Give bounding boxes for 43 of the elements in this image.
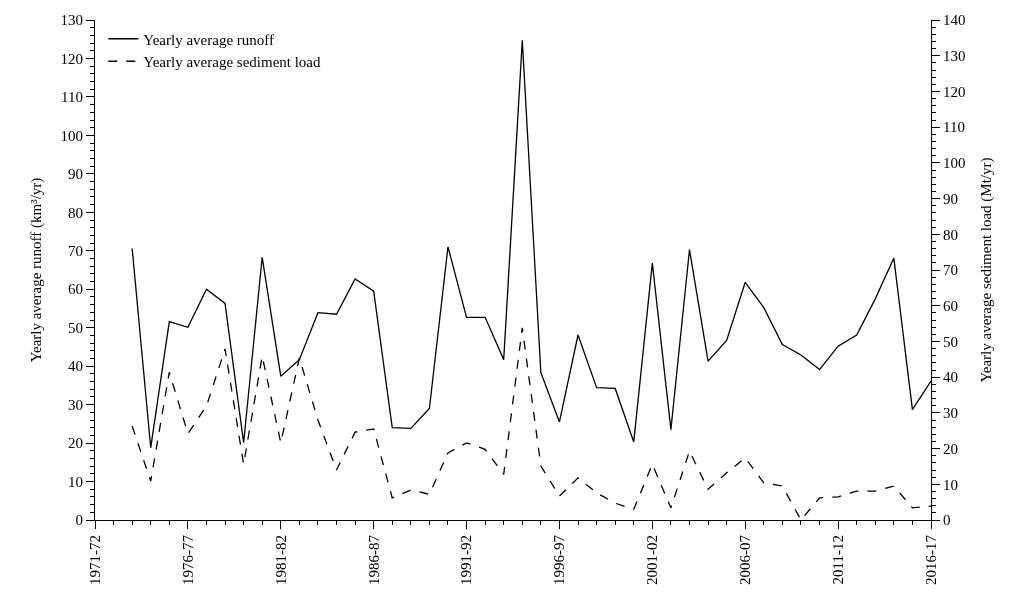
y2-tick-label: 40 (943, 369, 958, 386)
x-tick-label: 2001-02 (644, 535, 661, 585)
y2-tick-label: 140 (943, 12, 966, 29)
x-tick-label: 2016-17 (922, 534, 939, 585)
y-tick-label: 120 (60, 50, 83, 67)
y2-tick-label: 10 (943, 476, 958, 493)
legend-label: Yearly average sediment load (143, 54, 322, 71)
y2-tick-label: 110 (943, 119, 965, 136)
y2-tick-label: 70 (943, 262, 958, 279)
y2-tick-label: 130 (943, 47, 966, 64)
y-tick-label: 130 (60, 12, 83, 29)
y2-tick-label: 50 (943, 333, 958, 350)
y-tick-label: 60 (68, 281, 83, 298)
y-tick-label: 30 (68, 396, 83, 413)
x-tick-label: 1976-77 (179, 534, 196, 585)
y-tick-label: 20 (68, 435, 83, 452)
y2-tick-label: 30 (943, 405, 958, 422)
y2-tick-label: 60 (943, 297, 958, 314)
y2-tick-label: 100 (943, 155, 966, 172)
y-tick-label: 80 (68, 204, 83, 221)
y-tick-label: 70 (68, 243, 83, 260)
y-tick-label: 100 (60, 127, 83, 144)
x-tick-label: 1986-87 (365, 534, 382, 585)
y2-tick-label: 120 (943, 83, 966, 100)
y2-axis-title: Yearly average sediment load (Mt/yr) (977, 157, 995, 383)
x-tick-label: 1971-72 (86, 535, 103, 585)
y2-tick-label: 20 (943, 440, 958, 457)
y-axis-title: Yearly average runoff (km³/yr) (27, 177, 45, 363)
x-tick-label: 1996-97 (551, 534, 568, 585)
x-tick-label: 2006-07 (737, 534, 754, 585)
y-tick-label: 40 (68, 358, 83, 375)
x-tick-label: 1981-82 (272, 535, 289, 585)
legend-label: Yearly average runoff (143, 31, 275, 48)
x-tick-label: 1991-92 (458, 535, 475, 585)
y-tick-label: 90 (68, 166, 83, 183)
x-tick-label: 2011-12 (829, 535, 846, 585)
y2-tick-label: 90 (943, 190, 958, 207)
y-tick-label: 110 (61, 89, 83, 106)
y2-tick-label: 0 (943, 512, 951, 529)
y2-tick-label: 80 (943, 226, 958, 243)
y-tick-label: 50 (68, 319, 83, 336)
y-tick-label: 10 (68, 473, 83, 490)
y-tick-label: 0 (75, 512, 83, 529)
